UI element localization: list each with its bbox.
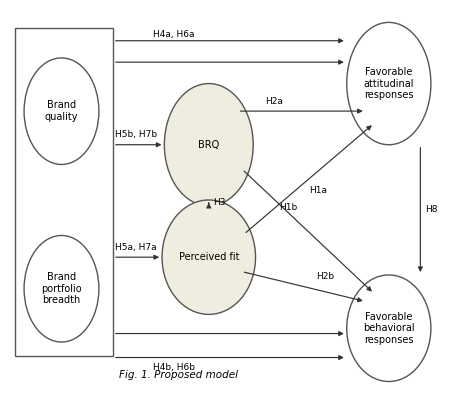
Ellipse shape <box>24 236 99 342</box>
Text: Favorable
behavioral
responses: Favorable behavioral responses <box>363 312 415 345</box>
Text: Fig. 1. Proposed model: Fig. 1. Proposed model <box>119 369 238 379</box>
Text: Perceived fit: Perceived fit <box>179 252 239 262</box>
Ellipse shape <box>162 200 256 314</box>
Ellipse shape <box>24 58 99 164</box>
Text: H1b: H1b <box>279 204 297 212</box>
Bar <box>15 29 113 356</box>
Text: H8: H8 <box>425 206 438 214</box>
Text: H5a, H7a: H5a, H7a <box>115 243 157 252</box>
Text: Favorable
attitudinal
responses: Favorable attitudinal responses <box>363 67 414 100</box>
Text: BRQ: BRQ <box>198 140 219 150</box>
Text: H5b, H7b: H5b, H7b <box>115 130 158 139</box>
Text: Brand
portfolio
breadth: Brand portfolio breadth <box>41 272 82 305</box>
Text: H4a, H6a: H4a, H6a <box>153 30 195 39</box>
Text: H3: H3 <box>213 198 226 208</box>
Text: H2a: H2a <box>265 97 283 106</box>
Text: H2b: H2b <box>316 272 334 282</box>
Ellipse shape <box>347 23 431 145</box>
Text: Brand
quality: Brand quality <box>45 100 78 122</box>
Ellipse shape <box>164 84 253 206</box>
Text: H4b, H6b: H4b, H6b <box>153 363 195 372</box>
Text: H1a: H1a <box>310 186 327 194</box>
Ellipse shape <box>347 275 431 381</box>
